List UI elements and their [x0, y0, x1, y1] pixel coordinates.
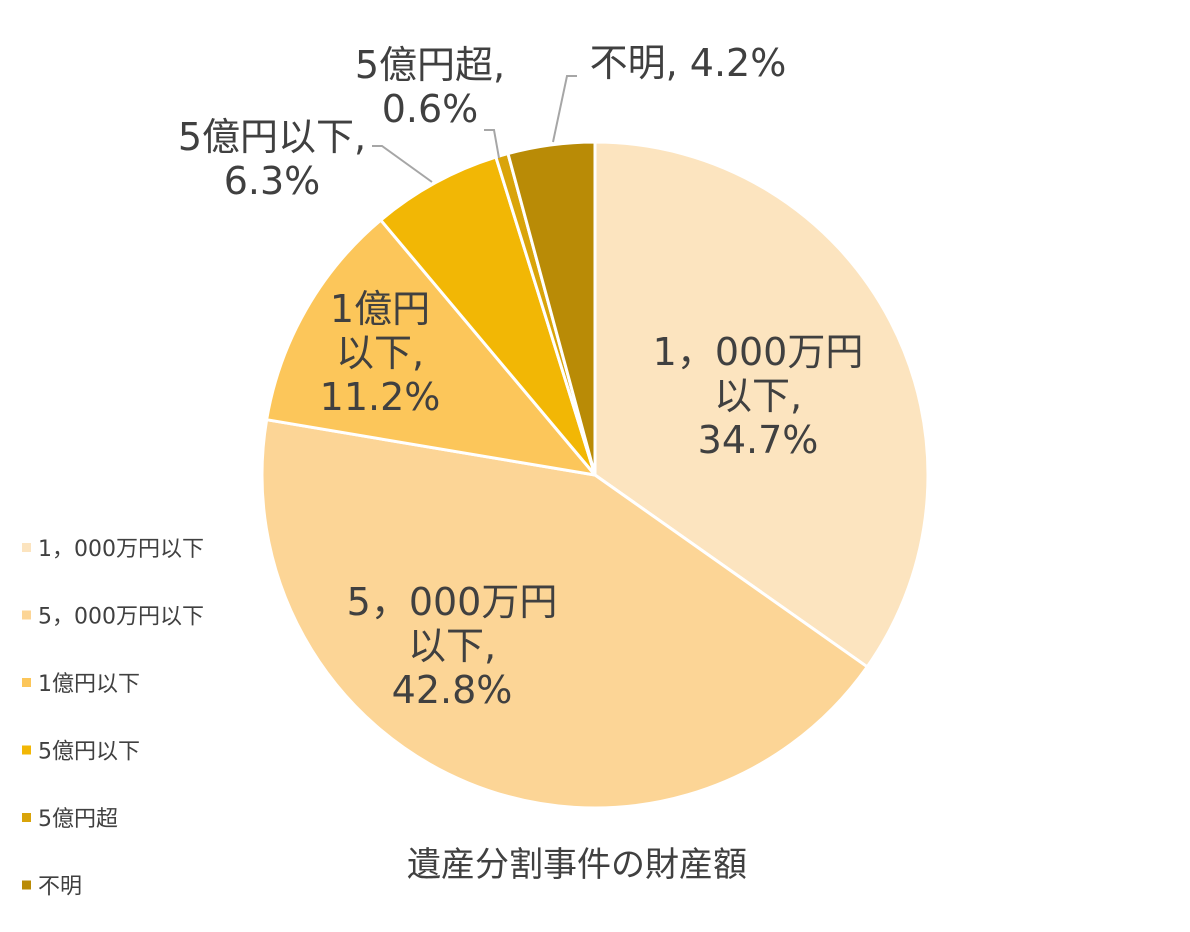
slice-label-line: 以下, — [714, 374, 802, 418]
legend-entry-1: 1，000万円以下 — [38, 537, 204, 562]
slice-label-line: 以下, — [336, 331, 424, 375]
slice-label-2: 5，000万円以下, 42.8% — [347, 580, 558, 712]
slice-label-line: 5億円以下, — [178, 115, 366, 159]
pie-slice-1 — [593, 140, 930, 669]
legend-entry-2: 5，000万円以下 — [38, 605, 204, 630]
leader-lines — [372, 75, 577, 183]
slice-label-line: 0.6% — [382, 87, 479, 131]
slice-label-3: 1億円以下, 11.2% — [320, 287, 441, 419]
pie-slice-4 — [378, 155, 597, 476]
slice-labels: 1，000万円以下, 34.7%5，000万円以下, 42.8%1億円以下, 11.2… — [178, 41, 863, 712]
slice-label-line: 1，000万円 — [653, 330, 864, 374]
slice-label-line: 11.2% — [320, 375, 441, 419]
slice-label-line: 6.3% — [224, 159, 321, 203]
legend-swatch-3 — [22, 678, 31, 687]
legend-swatch-6 — [22, 880, 31, 890]
slice-label-line: 5，000万円 — [347, 580, 558, 624]
legend-entry-5: 5億円超 — [38, 807, 118, 832]
slice-label-line: 1億円 — [330, 287, 430, 331]
slice-label-line: 不明, 4.2% — [590, 41, 787, 85]
legend-entry-6: 不明 — [38, 875, 82, 900]
legend-swatch-5 — [22, 813, 31, 822]
slice-label-6: 不明, 4.2% — [590, 41, 787, 85]
legend-entry-4: 5億円以下 — [38, 740, 140, 765]
slice-label-1: 1，000万円以下, 34.7% — [653, 330, 864, 462]
leader-line-6 — [552, 75, 577, 143]
pie-slices — [260, 140, 930, 810]
legend-swatch-1 — [22, 543, 31, 552]
pie-slice-2 — [260, 417, 870, 810]
legend-swatch-2 — [22, 610, 31, 620]
slice-label-4: 5億円以下, 6.3% — [178, 115, 366, 203]
pie-slice-3 — [264, 217, 599, 478]
chart-title: 遺産分割事件の財産額 — [407, 845, 747, 885]
slice-label-line: 34.7% — [698, 418, 819, 462]
legend-entry-3: 1億円以下 — [38, 672, 140, 697]
slice-label-5: 5億円超, 0.6% — [355, 43, 505, 131]
slice-label-line: 以下, — [408, 624, 496, 668]
slice-label-line: 5億円超, — [355, 43, 505, 87]
pie-slice-6 — [506, 140, 597, 476]
leader-line-5 — [484, 129, 500, 159]
leader-line-4 — [372, 145, 433, 183]
legend-swatch-4 — [22, 745, 31, 755]
slice-label-line: 42.8% — [392, 668, 513, 712]
